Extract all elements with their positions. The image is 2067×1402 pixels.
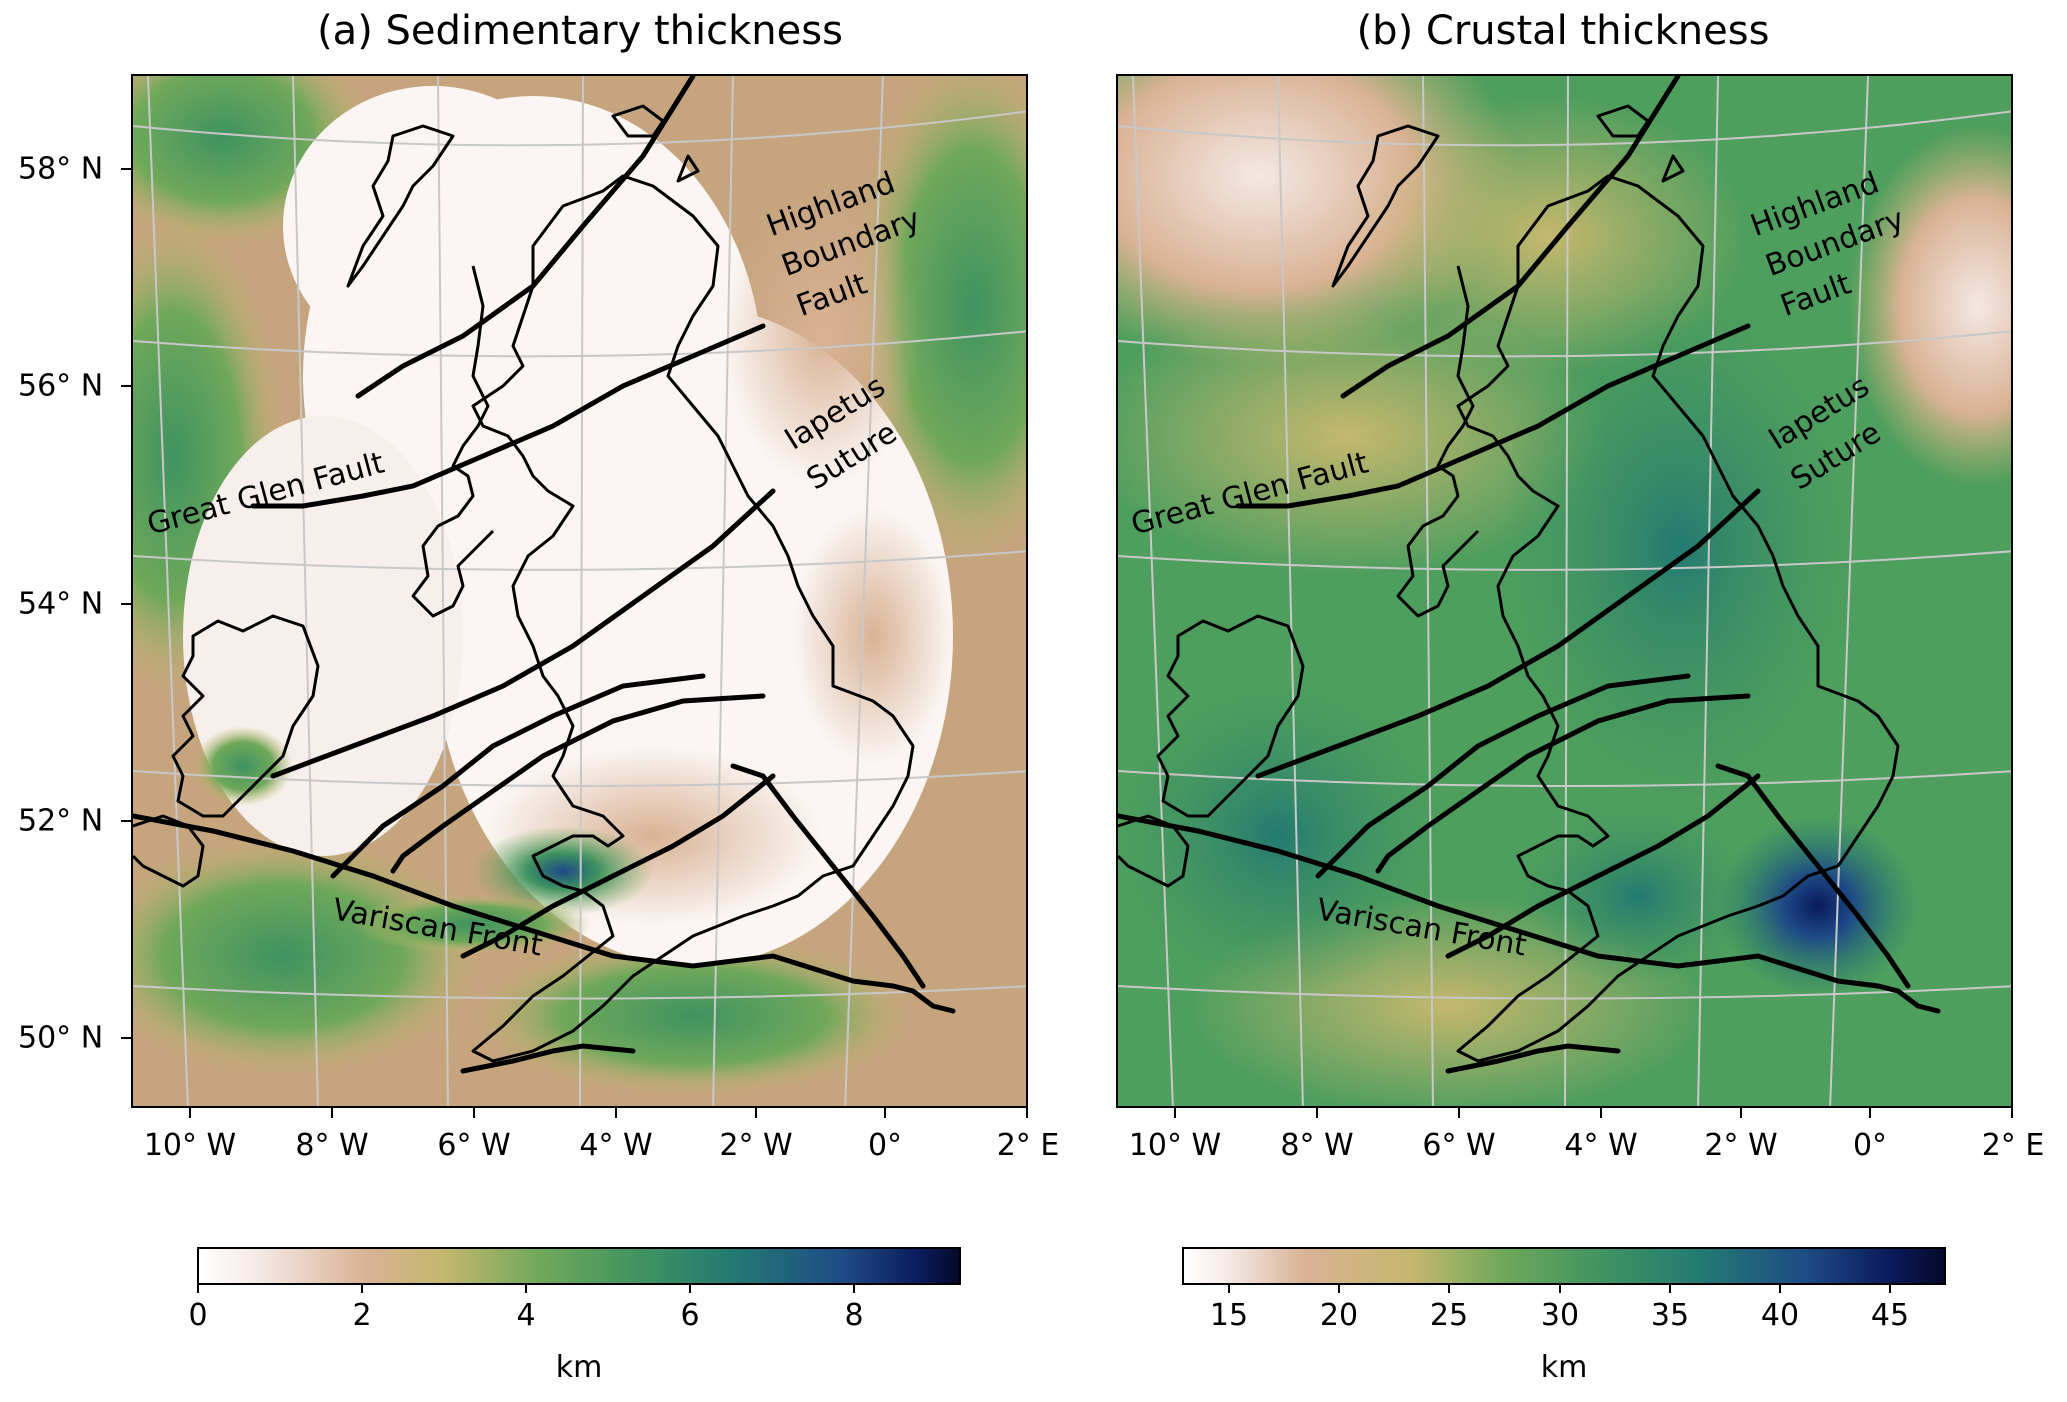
lat-label-52: 52° N	[18, 803, 104, 839]
sedimentary-thickness-map	[131, 74, 1028, 1108]
lat-tick	[121, 820, 131, 822]
lat-label-50: 50° N	[18, 1020, 104, 1056]
lon-label-4w: 4° W	[1564, 1128, 1638, 1163]
colorbar-unit-label: km	[555, 1350, 603, 1385]
lon-label-8w: 8° W	[295, 1128, 369, 1163]
lon-label-8w: 8° W	[1280, 1128, 1354, 1163]
lon-tick	[1026, 1108, 1028, 1118]
graticule	[133, 76, 1026, 1106]
colorbar-sedimentary	[197, 1247, 961, 1285]
cbar-tick	[197, 1283, 199, 1293]
lon-label-2e: 2° E	[1981, 1128, 2045, 1163]
lon-tick	[1316, 1108, 1318, 1118]
sed-tan-2	[793, 506, 953, 766]
lat-tick	[121, 385, 131, 387]
lat-label-54: 54° N	[18, 586, 104, 622]
crust-thin-ne	[1848, 126, 2011, 486]
cbar-tick	[1559, 1283, 1561, 1293]
crust-thick-central	[1498, 286, 1858, 806]
lon-label-0: 0°	[1852, 1128, 1888, 1163]
sed-green-ireland	[193, 726, 293, 806]
sed-white-zone-4	[283, 86, 583, 366]
crust-thick-southeast	[1518, 806, 1758, 986]
panel-a-title: (a) Sedimentary thickness	[317, 8, 843, 54]
lon-tick	[1740, 1108, 1742, 1118]
cbar-tick-label: 45	[1870, 1298, 1910, 1333]
lon-tick	[1869, 1108, 1871, 1118]
cbar-tick-label: 25	[1429, 1298, 1469, 1333]
sed-green-channel	[473, 936, 913, 1096]
cbar-tick-label: 6	[680, 1298, 700, 1333]
cbar-tick-label: 40	[1760, 1298, 1800, 1333]
cbar-tick-label: 4	[516, 1298, 536, 1333]
cbar-tick	[1448, 1283, 1450, 1293]
lon-tick	[189, 1108, 191, 1118]
colorbar-crustal	[1182, 1247, 1946, 1285]
sed-green-sw	[133, 836, 483, 1076]
sed-tan-1	[723, 186, 923, 486]
lon-label-2w: 2° W	[1704, 1128, 1778, 1163]
cbar-tick-label: 35	[1650, 1298, 1690, 1333]
sed-deep-basin	[473, 826, 653, 916]
sed-green-irish-sea	[353, 894, 593, 954]
graticule	[1118, 76, 2011, 1106]
cbar-tick	[1669, 1283, 1671, 1293]
lon-tick	[1600, 1108, 1602, 1118]
lon-label-2w: 2° W	[719, 1128, 793, 1163]
lon-label-10w: 10° W	[143, 1128, 237, 1163]
coastlines	[133, 104, 915, 1063]
crust-thick-sw	[1118, 676, 1448, 996]
lon-tick	[1458, 1108, 1460, 1118]
lat-tick	[121, 1037, 131, 1039]
lon-tick	[884, 1108, 886, 1118]
cbar-tick-label: 8	[844, 1298, 864, 1333]
cbar-tick	[689, 1283, 691, 1293]
lon-label-2e: 2° E	[996, 1128, 1060, 1163]
lat-label-56: 56° N	[18, 368, 104, 404]
cbar-tick-label: 20	[1319, 1298, 1359, 1333]
lon-tick	[755, 1108, 757, 1118]
lon-label-6w: 6° W	[1422, 1128, 1496, 1163]
cbar-tick-label: 0	[188, 1298, 208, 1333]
cbar-tick	[1779, 1283, 1781, 1293]
lon-tick	[615, 1108, 617, 1118]
lon-tick	[2011, 1108, 2013, 1118]
lon-label-4w: 4° W	[579, 1128, 653, 1163]
lon-tick	[473, 1108, 475, 1118]
lat-label-58: 58° N	[18, 151, 104, 187]
lon-tick	[331, 1108, 333, 1118]
faults	[1118, 76, 1941, 1074]
lon-label-6w: 6° W	[437, 1128, 511, 1163]
lon-tick	[1174, 1108, 1176, 1118]
lon-label-10w: 10° W	[1128, 1128, 1222, 1163]
cbar-tick-label: 15	[1209, 1298, 1249, 1333]
crustal-thickness-map	[1116, 74, 2013, 1108]
cbar-tick	[1889, 1283, 1891, 1293]
lat-tick	[121, 168, 131, 170]
cbar-tick	[1338, 1283, 1340, 1293]
coastlines	[1118, 104, 1900, 1063]
crust-deep-root	[1718, 816, 1918, 996]
cbar-tick	[1228, 1283, 1230, 1293]
colorbar-unit-label: km	[1540, 1350, 1588, 1385]
cbar-tick	[853, 1283, 855, 1293]
lat-tick	[121, 603, 131, 605]
cbar-tick-label: 2	[352, 1298, 372, 1333]
cbar-tick	[525, 1283, 527, 1293]
faults	[133, 76, 956, 1074]
lon-label-0: 0°	[867, 1128, 903, 1163]
cbar-tick	[361, 1283, 363, 1293]
panel-b-title: (b) Crustal thickness	[1356, 8, 1770, 54]
cbar-tick-label: 30	[1540, 1298, 1580, 1333]
